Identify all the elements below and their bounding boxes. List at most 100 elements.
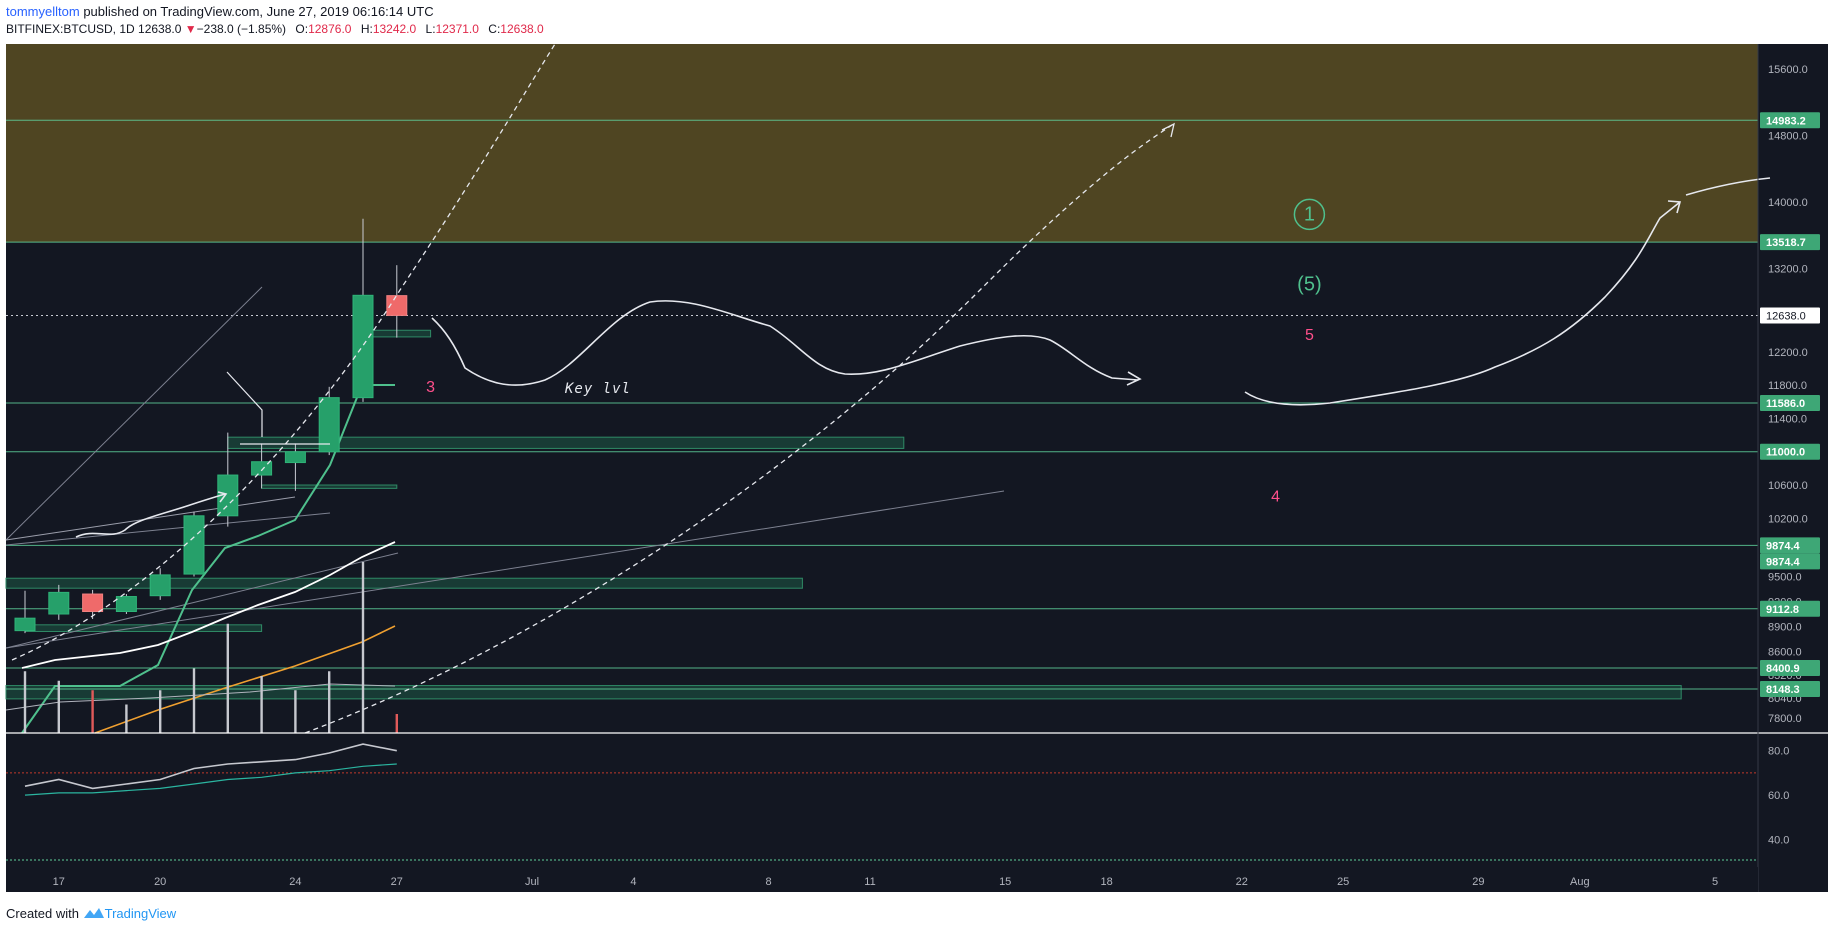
time-tick-label: 25 [1337,876,1349,888]
moving-average-green [21,384,395,734]
volume-bar [328,671,331,733]
price-level-badge [1760,553,1820,570]
time-tick-label: 17 [53,876,65,888]
rsi-tick-label: 80.0 [1768,746,1789,758]
volume-bar [395,714,398,733]
lower-box [24,624,263,632]
trend-line [5,496,296,541]
last-price: 12638.0 [138,22,182,36]
mid-box [261,484,398,489]
price-level-label: 9874.4 [1766,556,1801,568]
price-level-badge [1760,394,1820,411]
volume-bar [361,562,365,733]
wave-label: 5 [1305,327,1314,344]
open-value: 12876.0 [308,22,352,36]
curve-arrowhead [1161,122,1175,138]
price-tick-label: 10600.0 [1768,480,1808,492]
volume-bar [294,690,297,733]
price-tick-label: 9500.0 [1768,572,1802,584]
candle-body [251,461,273,476]
moving-average-orange [94,625,396,734]
price-change: −238.0 (−1.85%) [196,22,287,36]
price-level-label: 11586.0 [1766,398,1805,410]
time-tick-label: Jul [525,876,539,888]
resistance-zone [6,44,1758,243]
price-tick-label: 14800.0 [1768,131,1808,143]
price-tick-label: 11400.0 [1768,413,1807,425]
price-tick-label: 14000.0 [1768,197,1808,209]
support-box [5,577,803,589]
price-level-label: 12638.0 [1766,310,1806,322]
small-drawn-line [226,371,263,437]
price-tick-label: 15600.0 [1768,64,1808,76]
rsi-line [24,743,397,790]
high-value: 13242.0 [372,22,417,36]
rsi-tick-label: 60.0 [1768,790,1789,802]
trend-line [5,552,399,649]
volume-bar [226,623,229,733]
wave-label-circle [1293,198,1326,231]
price-tick-label: 13200.0 [1768,264,1808,276]
candle-body [82,593,104,613]
publish-text: published on TradingView.com, June 27, 2… [83,4,434,19]
price-level-label: 9874.4 [1766,540,1801,552]
parabolic-curve-upper [11,43,556,661]
price-level-badge [1760,443,1820,460]
down-arrow-icon: ▼ [184,22,197,36]
candle-body [48,591,70,615]
wave-label: (5) [1297,273,1321,295]
wave-label: 4 [1271,489,1280,506]
time-axis-background [6,867,1758,892]
trend-line [5,490,1005,649]
time-tick-label: 4 [630,876,636,888]
projection-arrowhead-1 [1126,371,1142,386]
tradingview-link[interactable]: TradingView [104,906,177,921]
candle-body [386,295,408,316]
time-tick-label: 29 [1472,876,1484,888]
time-tick-label: 27 [391,876,403,888]
candle-body [352,294,374,399]
moving-average-white [21,541,396,669]
rsi-signal-line [24,763,397,796]
price-tick-label: 12200.0 [1768,347,1808,359]
moving-average-grey [5,683,396,711]
symbol-label[interactable]: BITFINEX:BTCUSD, 1D [6,22,135,36]
time-tick-label: 20 [154,876,166,888]
price-level-badge [1760,660,1820,677]
price-level-label: 9112.8 [1766,604,1799,616]
candle-body [183,515,205,575]
projection-path-3 [1685,177,1771,196]
candle-body [14,617,36,632]
time-tick-label: 8 [766,876,772,888]
tradingview-logo-icon [83,906,105,923]
time-tick-label: 11 [864,876,875,888]
price-level-label: 11000.0 [1766,447,1805,459]
time-tick-label: 18 [1100,876,1112,888]
early-arrowhead [217,491,228,503]
time-tick-label: 24 [289,876,301,888]
time-tick-label: 15 [999,876,1011,888]
projection-path-1 [431,300,1139,386]
price-tick-label: 7800.0 [1768,713,1802,725]
high-label: H: [360,22,373,36]
early-arrow-path [75,493,226,538]
time-tick-label: 22 [1236,876,1248,888]
candle-body [115,596,137,613]
price-level-badge [1760,681,1820,698]
volume-bar [192,668,196,733]
wide-support-box [5,685,1682,700]
candle-body [284,451,306,464]
projection-path-2 [1244,201,1681,406]
price-chart[interactable]: Key lvl 1 (5) 5 3 4 15600.0 14800.0 14000.0 1320… [0,0,1828,900]
created-with-text: Created with [6,906,79,921]
price-tick-label: 8900.0 [1768,621,1802,633]
volume-bar [159,690,162,733]
price-level-label: 13518.7 [1766,237,1806,249]
open-label: O: [295,22,309,36]
author-link[interactable]: tommyelltom [6,4,80,19]
low-label: L: [425,22,436,36]
time-tick-label: Aug [1570,876,1590,888]
price-axis-background [1758,44,1828,892]
trend-line [5,512,331,546]
close-label: C: [488,22,501,36]
